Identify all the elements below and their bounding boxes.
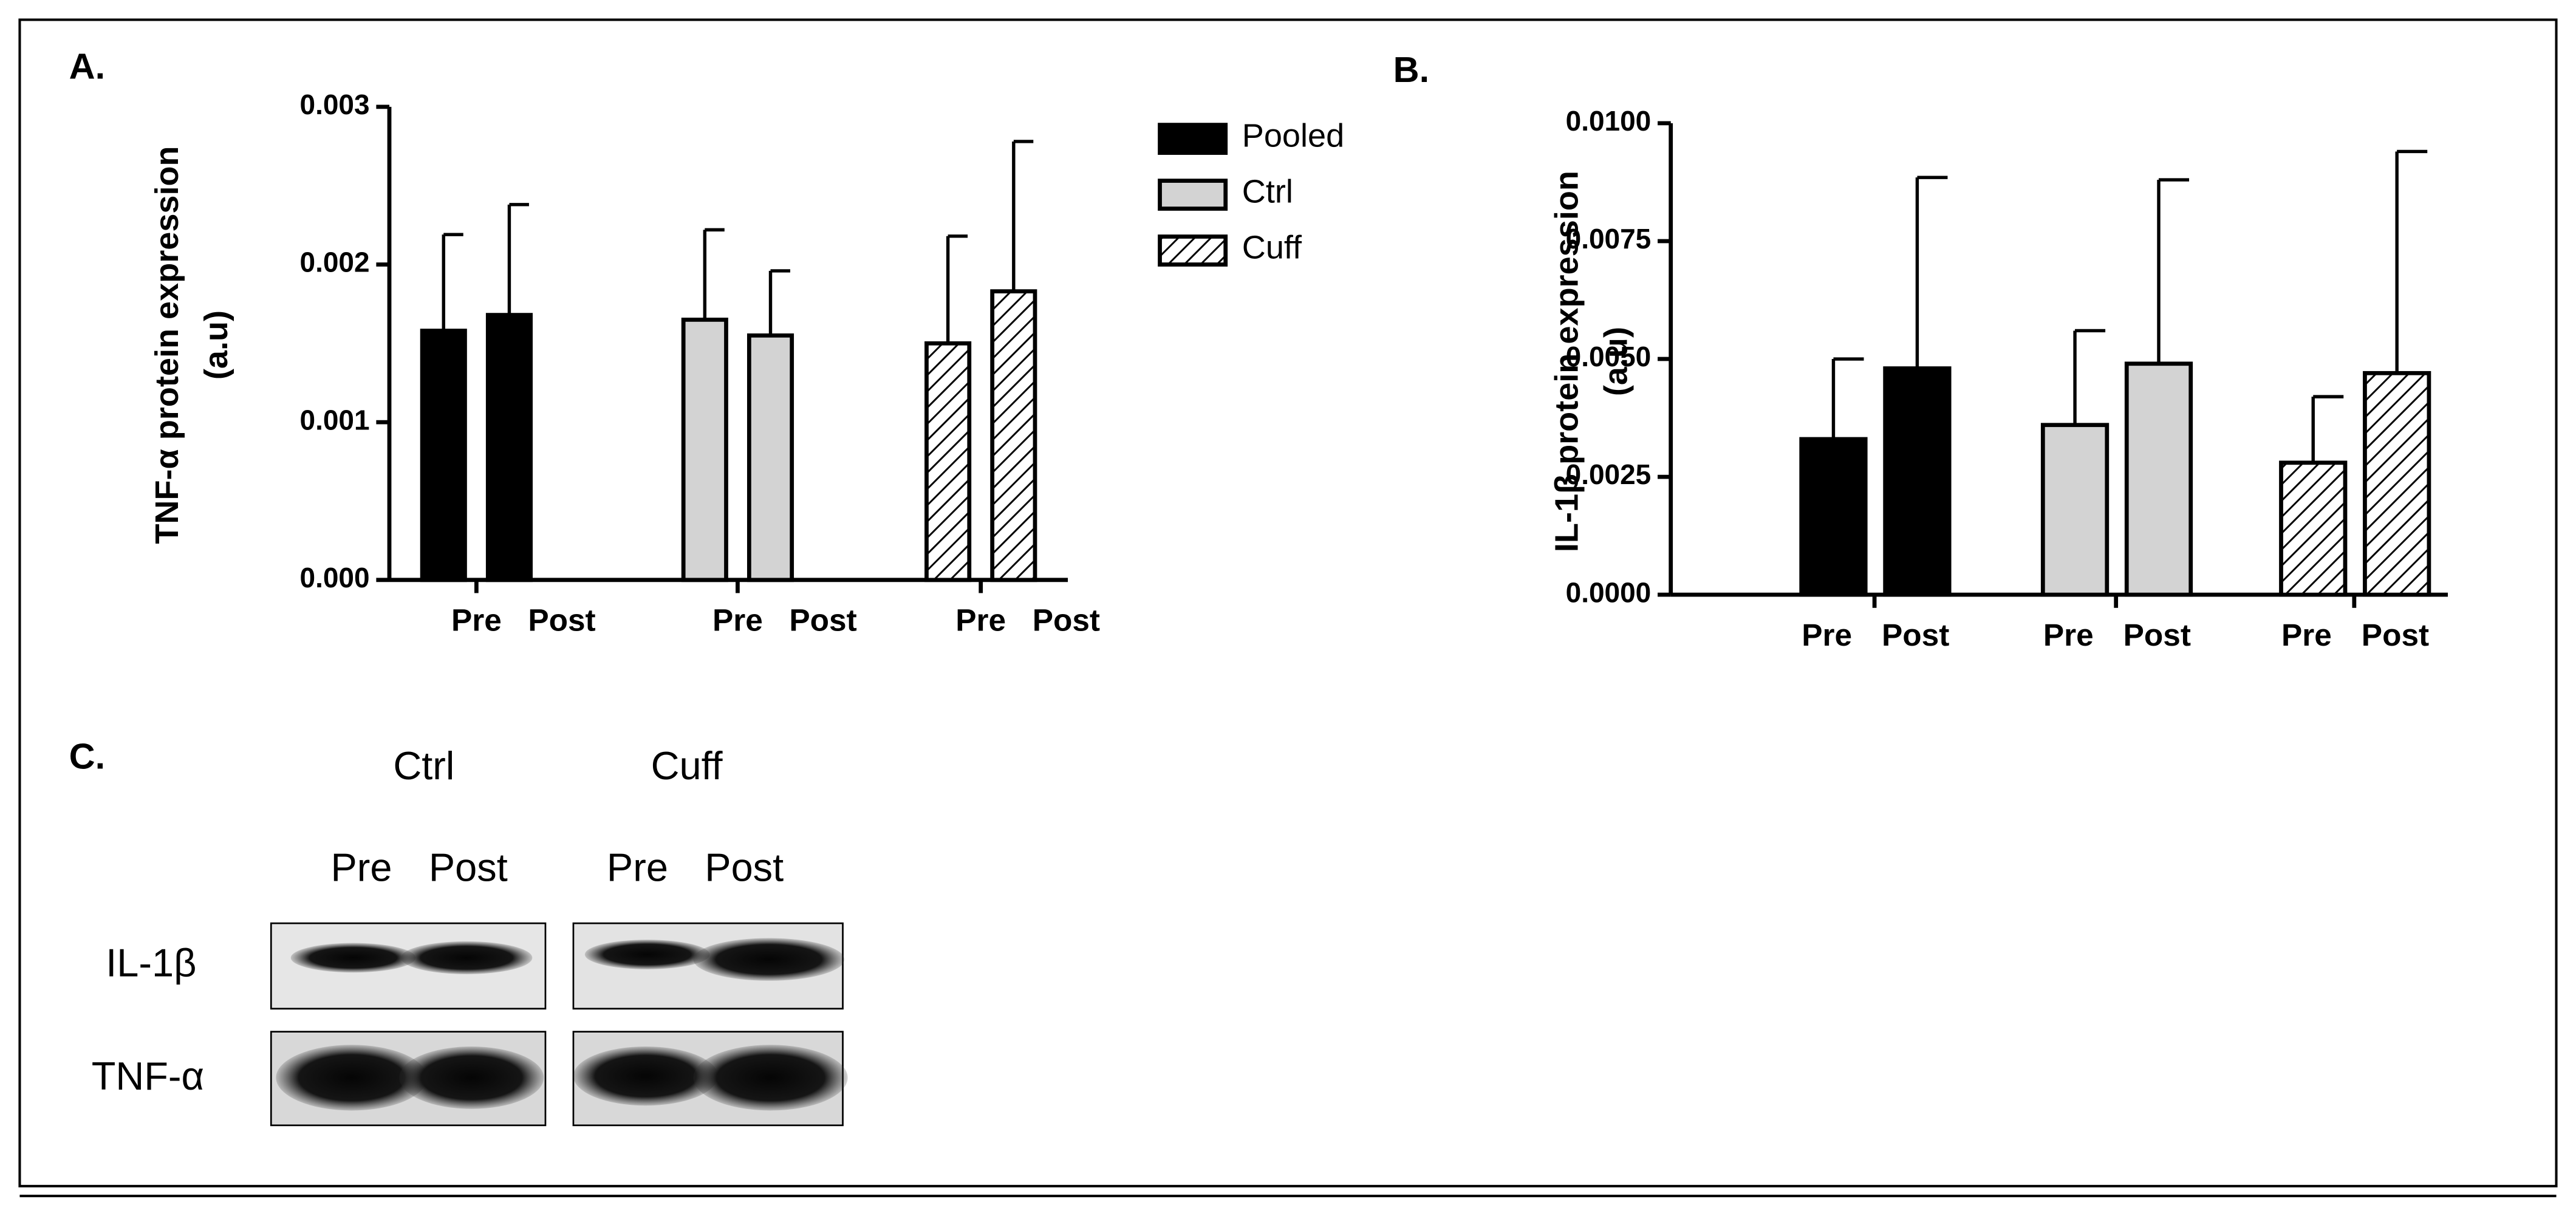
x-tick-label: Pre [2281,617,2332,652]
y-tick-label: 0.0050 [1566,341,1652,372]
band [400,941,533,974]
y-tick-label: 0.001 [300,404,370,435]
frame [18,18,2558,1187]
band [693,1045,848,1111]
x-tick-label: Pre [955,603,1006,638]
x-tick-label: Post [2362,617,2429,652]
legend-swatch [1158,234,1228,267]
group-label: Ctrl [393,743,454,788]
panel-label: A. [69,46,105,86]
band [290,943,416,973]
y-tick-label: 0.002 [300,247,370,278]
lane-label: Post [705,845,784,890]
bar [1883,366,1952,597]
legend-label: Ctrl [1242,173,1293,210]
x-tick-label: Pre [712,603,763,638]
x-tick-label: Post [528,603,595,638]
group-label: Cuff [651,743,723,788]
bar [2124,361,2193,597]
x-tick-label: Post [1882,617,1949,652]
band [584,940,710,969]
bar [420,329,467,582]
legend-swatch [1158,123,1228,155]
bar [2040,423,2110,597]
bar [924,341,972,582]
bar [2279,460,2348,597]
bar [485,313,533,582]
row-label: TNF-α [92,1054,204,1098]
x-tick-label: Post [2123,617,2191,652]
legend-swatch [1158,179,1228,211]
band [573,1046,718,1106]
band [399,1046,544,1109]
y-axis-label: IL-1β protein expression [1548,171,1585,552]
panel-label: C. [69,736,105,776]
y-axis-label: (a.u) [1597,327,1634,396]
x-tick-label: Pre [451,603,502,638]
x-tick-label: Pre [2043,617,2094,652]
y-axis-label: (a.u) [198,310,234,380]
x-tick-label: Pre [1802,617,1852,652]
y-tick-label: 0.003 [300,89,370,120]
row-label: IL-1β [106,941,196,985]
legend-label: Cuff [1242,229,1302,265]
bar [1799,437,1868,597]
x-tick-label: Post [789,603,856,638]
y-tick-label: 0.0100 [1566,105,1652,137]
y-tick-label: 0.0025 [1566,459,1652,490]
y-tick-label: 0.0075 [1566,223,1652,254]
band [276,1045,428,1111]
y-axis-label: TNF-α protein expression [149,146,185,544]
y-tick-label: 0.000 [300,562,370,593]
panel-label: B. [1393,49,1430,90]
bar [746,333,794,582]
legend-label: Pooled [1242,118,1344,154]
bar [681,318,728,582]
lane-label: Post [429,845,508,890]
bar [990,289,1037,582]
bar [2363,370,2431,597]
lane-label: Pre [331,845,392,890]
x-tick-label: Post [1033,603,1100,638]
lane-label: Pre [607,845,668,890]
y-tick-label: 0.0000 [1566,576,1652,608]
western-blot: C. Ctrl Cuff Pre Post Pre Post IL-1β TNF… [69,736,848,1127]
band [693,938,845,981]
